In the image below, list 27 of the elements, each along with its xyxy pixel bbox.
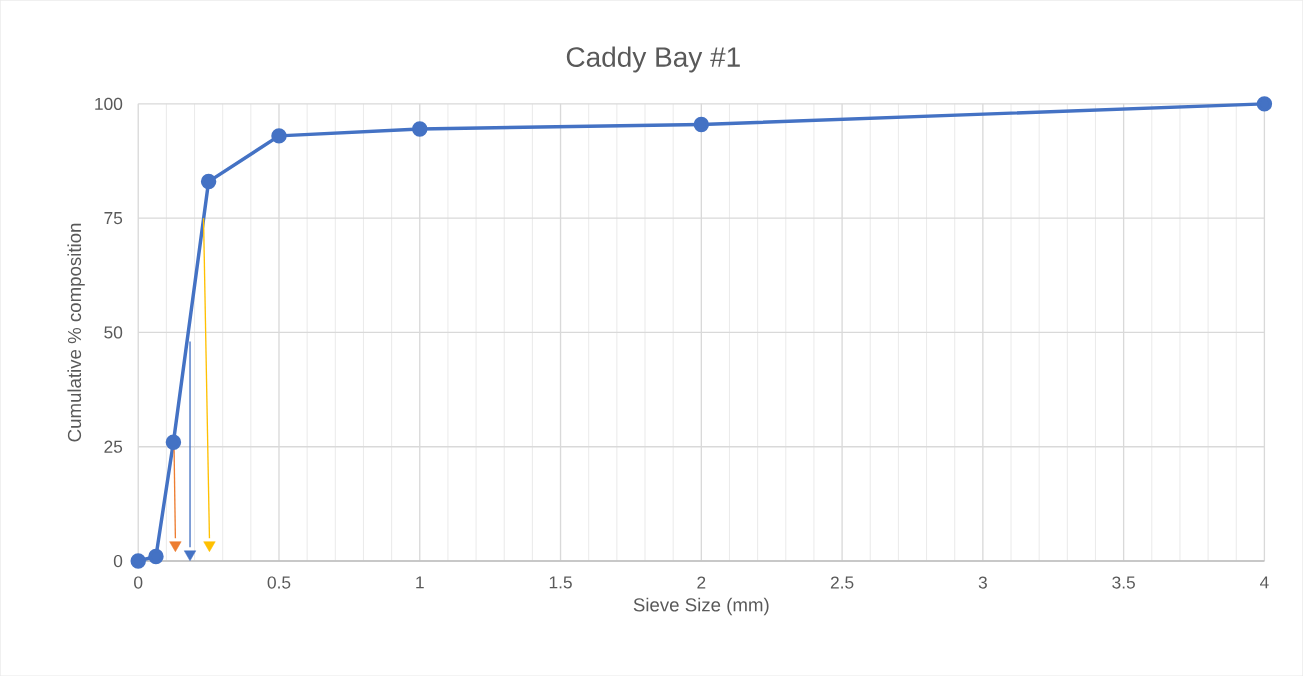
x-tick-label: 3.5 xyxy=(1112,576,1135,589)
point xyxy=(130,553,146,569)
x-tick-label: 1 xyxy=(416,576,424,589)
point xyxy=(693,116,710,133)
point xyxy=(1256,96,1273,112)
y-tick-label: 25 xyxy=(104,440,123,453)
point xyxy=(271,128,287,144)
y-axis-title: Cumulative % composition xyxy=(67,223,85,442)
point xyxy=(203,541,216,552)
x-tick-label: 3 xyxy=(978,576,987,589)
y-tick-label: 0 xyxy=(113,554,123,568)
chart-title: Caddy Bay #1 xyxy=(566,46,740,73)
point xyxy=(165,434,182,450)
x-tick-label: 2.5 xyxy=(830,576,854,589)
x-tick-label: 0.5 xyxy=(267,576,291,589)
x-tick-label: 4 xyxy=(1259,576,1269,589)
y-tick-label: 100 xyxy=(95,97,123,110)
y-tick-label: 75 xyxy=(104,212,123,225)
y-tick-label: 50 xyxy=(104,326,123,339)
point xyxy=(148,548,164,565)
x-axis-title: Sieve Size (mm) xyxy=(633,597,769,616)
x-tick-label: 2 xyxy=(697,576,706,589)
point xyxy=(169,541,182,552)
x-tick-label: 1.5 xyxy=(549,576,572,589)
point xyxy=(200,173,217,190)
x-tick-label: 0 xyxy=(134,576,143,589)
point xyxy=(412,121,428,137)
